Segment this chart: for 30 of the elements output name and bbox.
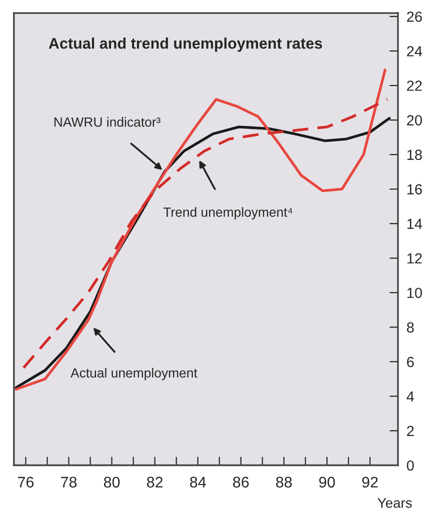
y-tick-label: 22 [407, 80, 422, 91]
x-tick-label: 86 [233, 476, 249, 488]
x-tick-label: 80 [104, 476, 120, 488]
y-tick-label: 26 [407, 12, 422, 22]
x-tick-label: 78 [61, 476, 77, 488]
y-tick-label: 4 [406, 391, 414, 402]
y-tick-label: 18 [407, 150, 422, 160]
y-tick-label: 0 [406, 460, 414, 471]
y-tick-label: 12 [407, 253, 422, 264]
x-tick-label: 76 [18, 476, 34, 488]
x-tick-label: 84 [190, 476, 206, 488]
x-tick-label: 90 [319, 476, 335, 488]
annotation: Actual unemployment [70, 368, 198, 380]
text: Actual and trend unemployment rates [48, 38, 322, 52]
x-tick-label: 92 [362, 476, 378, 488]
y-tick-label: 8 [406, 322, 414, 333]
y-tick-label: 14 [407, 218, 422, 229]
y-tick-label: 10 [407, 288, 422, 298]
annotation: Trend unemployment⁴ [163, 207, 292, 220]
y-tick-label: 6 [407, 356, 414, 368]
y-tick-label: 24 [407, 46, 422, 56]
line-series [14, 68, 386, 391]
y-tick-label: 16 [407, 184, 422, 195]
line-series [22, 98, 389, 370]
x-axis-title: Years [378, 498, 412, 508]
y-tick-label: 2 [407, 426, 414, 436]
x-tick-label: 82 [146, 476, 163, 488]
y-tick-label: 20 [407, 115, 422, 126]
annotation: NAWRU indicator³ [54, 117, 160, 127]
x-tick-label: 88 [276, 476, 292, 488]
